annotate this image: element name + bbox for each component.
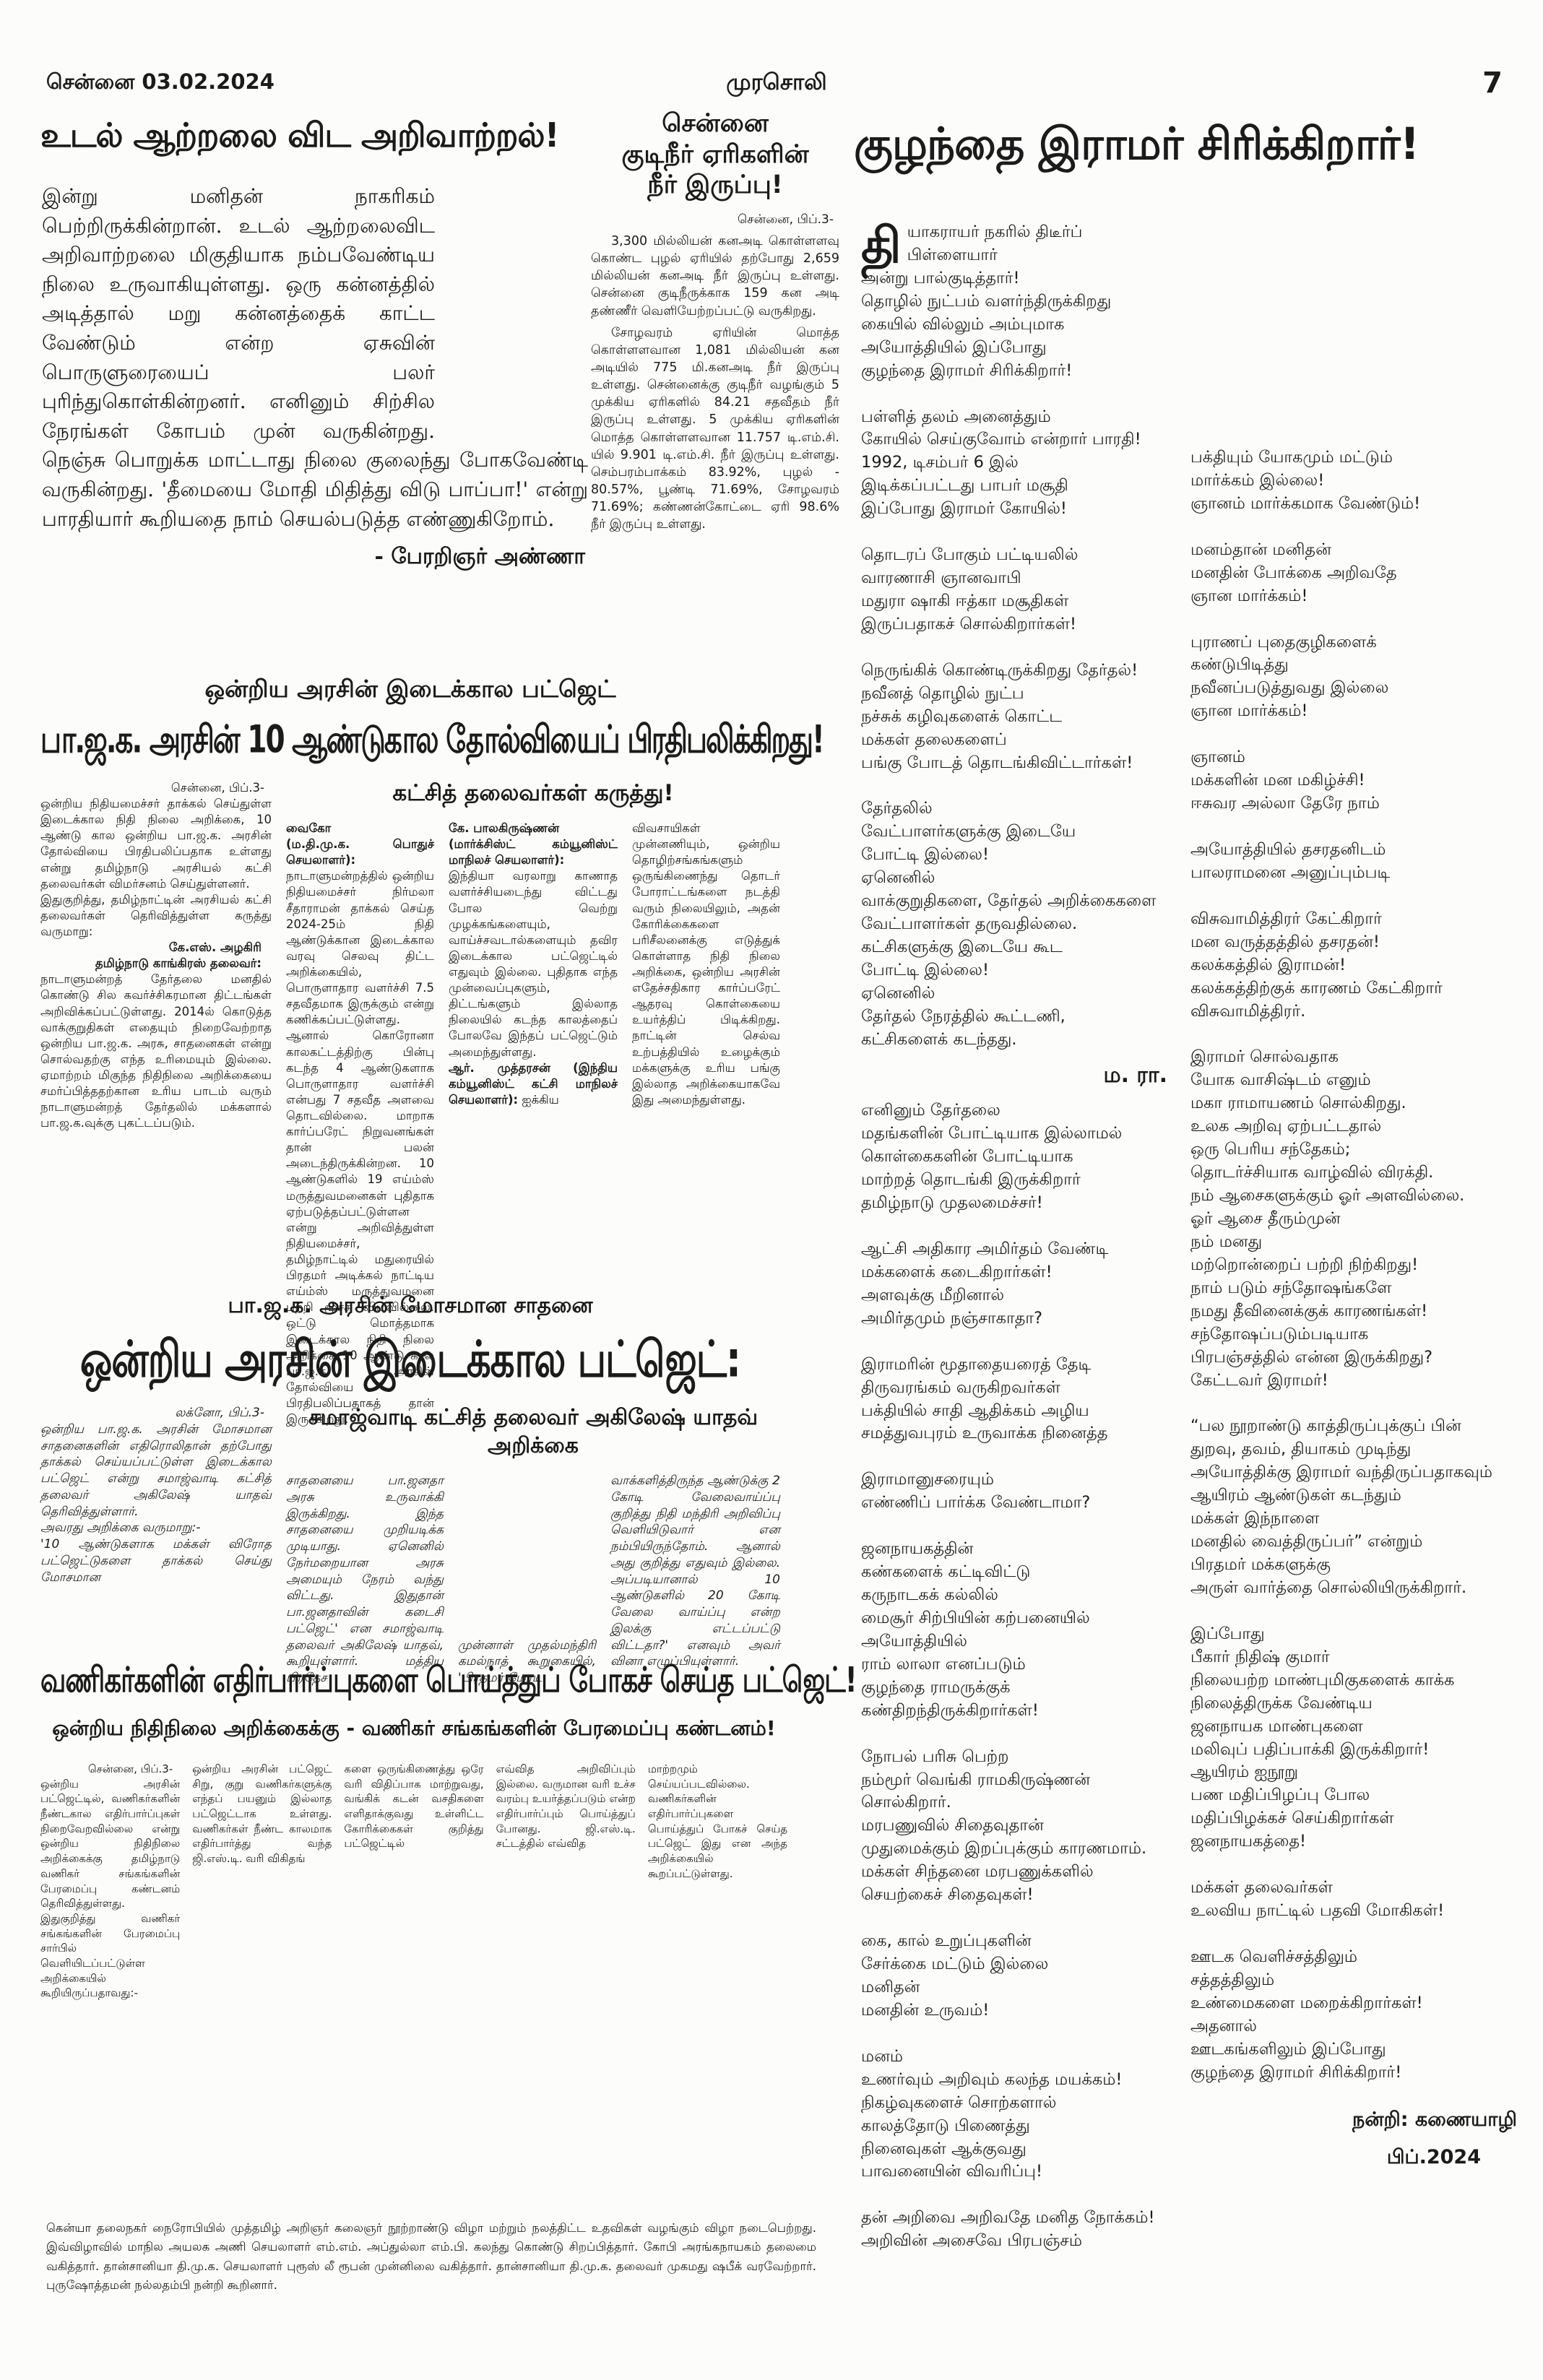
poem-credit-date: பிப்.2024 <box>1386 2145 1481 2168</box>
poem-drop-cap: தி <box>861 217 902 274</box>
leader-2-role: (ம.தி.மு.க. பொதுச் செயலாளர்): <box>286 837 434 867</box>
poem-text-c: பக்தியும் யோகமும் மட்டும் மார்க்கம் இல்ல… <box>1190 448 1492 2082</box>
traders-text-1: ஒன்றிய அரசின் பட்ஜெட்டில், வணிகர்களின் ந… <box>40 1777 181 2000</box>
poem-column-1: தி யாகராயர் நகரில் திடீர்ப் பிள்ளையார் அன… <box>861 221 1170 2253</box>
poem-headline: குழந்தை இராமர் சிரிக்கிறார்! <box>854 118 1419 170</box>
page-header: சென்னை 03.02.2024 முரசொலி 7 <box>46 66 1507 100</box>
leader-4-role: (இந்திய கம்யூனிஸ்ட் கட்சி மாநிலச் செயலாள… <box>449 1060 618 1107</box>
masthead-title: முரசொலி <box>726 69 827 95</box>
poem-text-b: எனினும் தேர்தலை மதங்களின் போட்டியாக இல்ல… <box>861 1101 1155 2251</box>
budget-column-3: கே. பாலகிருஷ்ணன் (மார்க்சிஸ்ட் கம்யூனிஸ்… <box>449 821 618 1427</box>
edition-date: சென்னை 03.02.2024 <box>46 69 275 94</box>
akhilesh-column-4: வாக்களித்திருந்த ஆண்டுக்கு 2 கோடி வேலைவா… <box>610 1474 780 1669</box>
traders-column-4: எவ்வித அறிவிப்பும் இல்லை. வருமான வரி உச்… <box>496 1762 636 1851</box>
poem-credit: நன்றி: கணையாழி <box>1352 2108 1517 2131</box>
budget-kicker: ஒன்றிய அரசின் இடைக்கால பட்ஜெட் <box>204 675 616 703</box>
leader-3-name: கே. பாலகிருஷ்ணன் <box>449 821 560 835</box>
budget-headline: பா.ஜ.க. அரசின் 10 ஆண்டுகால தோல்வியைப் பி… <box>40 718 825 762</box>
poem-column-2: பக்தியும் யோகமும் மட்டும் மார்க்கம் இல்ல… <box>1190 446 1517 2171</box>
budget-column-2: வைகோ (ம.தி.மு.க. பொதுச் செயலாளர்): நாடாள… <box>286 821 434 1427</box>
poem-text-a: யாகராயர் நகரில் திடீர்ப் பிள்ளையார் அன்ற… <box>861 222 1157 1049</box>
leader-2-name: வைகோ <box>286 821 332 835</box>
traders-column-3: களை ஒருங்கிணைத்து ஒரே வரி விதிப்பாக மாற்… <box>344 1762 484 1851</box>
poem-author-initials: ம. ரா. <box>1103 1062 1167 1088</box>
akhilesh-subhead: சமாஜ்வாடி கட்சித் தலைவர் அகிலேஷ் யாதவ் அ… <box>308 1405 758 1458</box>
akhilesh-text-1: ஒன்றிய பா.ஜ.க. அரசின் மோசமான சாதனைகளின் … <box>40 1421 272 1585</box>
water-dateline: சென்னை, பிப்.3- <box>737 212 834 228</box>
traders-column-1: சென்னை, பிப்.3- ஒன்றிய அரசின் பட்ஜெட்டில… <box>40 1762 180 2001</box>
editorial-byline: - பேரறிஞர் அண்ணா <box>374 544 585 570</box>
editorial-text: இன்று மனிதன் நாகரிகம் பெற்றிருக்கின்றான்… <box>42 184 588 531</box>
budget-dateline: சென்னை, பிப்.3- <box>170 781 264 795</box>
leader-3-role: (மார்க்சிஸ்ட் கம்யூனிஸ்ட் மாநிலச் செயலாள… <box>449 837 618 867</box>
editorial-body: இன்று மனிதன் நாகரிகம் பெற்றிருக்கின்றான்… <box>42 182 588 573</box>
budget-intro: ஒன்றிய நிதியமைச்சர் தாக்கல் செய்துள்ள இட… <box>40 797 272 938</box>
leader-4-lead-word: ஐக்கிய <box>522 1092 559 1107</box>
akhilesh-column-2: சாதனையை பா.ஜனதா அரசு உருவாக்கி இருக்கிறத… <box>286 1474 444 1686</box>
budget-column-1: சென்னை, பிப்.3- ஒன்றிய நிதியமைச்சர் தாக்… <box>40 780 272 1427</box>
budget-subhead: கட்சித் தலைவர்கள் கருத்து! <box>392 780 674 806</box>
leader-4-name: ஆர். முத்தரசன் <box>449 1060 550 1075</box>
water-headline: சென்னை குடிநீர் ஏரிகளின் நீர் இருப்பு! <box>621 109 809 200</box>
traders-column-5: மாற்றமும் செய்யப்படவில்லை. வணிகர்களின் எ… <box>647 1762 788 1880</box>
akhilesh-column-3: முன்னாள் முதல்மந்திரி கமல்நாத் கூறுகையில… <box>458 1473 596 1687</box>
traders-subhead: ஒன்றிய நிதிநிலை அறிக்கைக்கு - வணிகர் சங்… <box>52 1716 776 1740</box>
traders-section: வணிகர்களின் எதிர்பார்ப்புகளை பொய்த்துப் … <box>40 1660 857 2001</box>
akhilesh-column-1: லக்னோ, பிப்.3- ஒன்றிய பா.ஜ.க. அரசின் மோச… <box>40 1405 272 1687</box>
leader-1-statement: நாடாளுமன்றத் தேர்தலை மனதில் கொண்டு சில க… <box>40 972 272 1130</box>
akhilesh-kicker: பா.ஜ.க. அரசின் மோசமான சாதனை <box>228 1293 593 1318</box>
traders-column-2: ஒன்றிய அரசின் பட்ஜெட் சிறு, குறு வணிகர்க… <box>192 1762 332 1866</box>
akhilesh-dateline: லக்னோ, பிப்.3- <box>175 1406 264 1420</box>
akhilesh-headline: ஒன்றிய அரசின் இடைக்கால பட்ஜெட்: <box>79 1331 741 1389</box>
page-number: 7 <box>1482 66 1503 100</box>
editorial-headline: உடல் ஆற்றலை விட அறிவாற்றல்! <box>40 116 560 155</box>
traders-dateline: சென்னை, பிப்.3- <box>87 1762 173 1775</box>
leader-2-statement: நாடாளுமன்றத்தில் ஒன்றிய நிதியமைச்சர் நிர… <box>286 869 434 1427</box>
bottom-caption: கென்யா தலைநகர் நைரோபியில் முத்தமிழ் அறிஞ… <box>46 2221 816 2293</box>
leader-3-statement: இந்தியா வரலாறு காணாத வளர்ச்சியடைந்து விட… <box>449 869 618 1059</box>
akhilesh-section: பா.ஜ.க. அரசின் மோசமான சாதனை ஒன்றிய அரசின… <box>40 1293 780 1687</box>
water-paragraph-1: 3,300 மில்லியன் கனஅடி கொள்ளளவு கொண்ட புழ… <box>591 234 839 319</box>
leader-4-statement: விவசாயிகள் முன்னணியும், ஒன்றிய தொழிற்சங்… <box>632 821 780 1107</box>
budget-column-4: விவசாயிகள் முன்னணியும், ஒன்றிய தொழிற்சங்… <box>632 821 780 1427</box>
traders-headline: வணிகர்களின் எதிர்பார்ப்புகளை பொய்த்துப் … <box>40 1660 857 1700</box>
budget-leaders-section: ஒன்றிய அரசின் இடைக்கால பட்ஜெட் பா.ஜ.க. அ… <box>40 675 825 1427</box>
leader-1-name: கே.எஸ். அழகிரி <box>168 940 262 955</box>
leader-1-role: தமிழ்நாடு காங்கிரஸ் தலைவர்: <box>95 956 262 971</box>
editorial-wrap-spacer <box>435 182 588 428</box>
water-article: சென்னை குடிநீர் ஏரிகளின் நீர் இருப்பு! ச… <box>591 108 839 533</box>
poem-stanzas-a: தி யாகராயர் நகரில் திடீர்ப் பிள்ளையார் அன… <box>861 221 1170 1052</box>
akhilesh-text-3: முன்னாள் முதல்மந்திரி கமல்நாத் கூறுகையில… <box>458 1637 596 1686</box>
water-paragraph-2: சோழவரம் ஏரியின் மொத்த கொள்ளளவான 1,081 மி… <box>591 325 839 532</box>
